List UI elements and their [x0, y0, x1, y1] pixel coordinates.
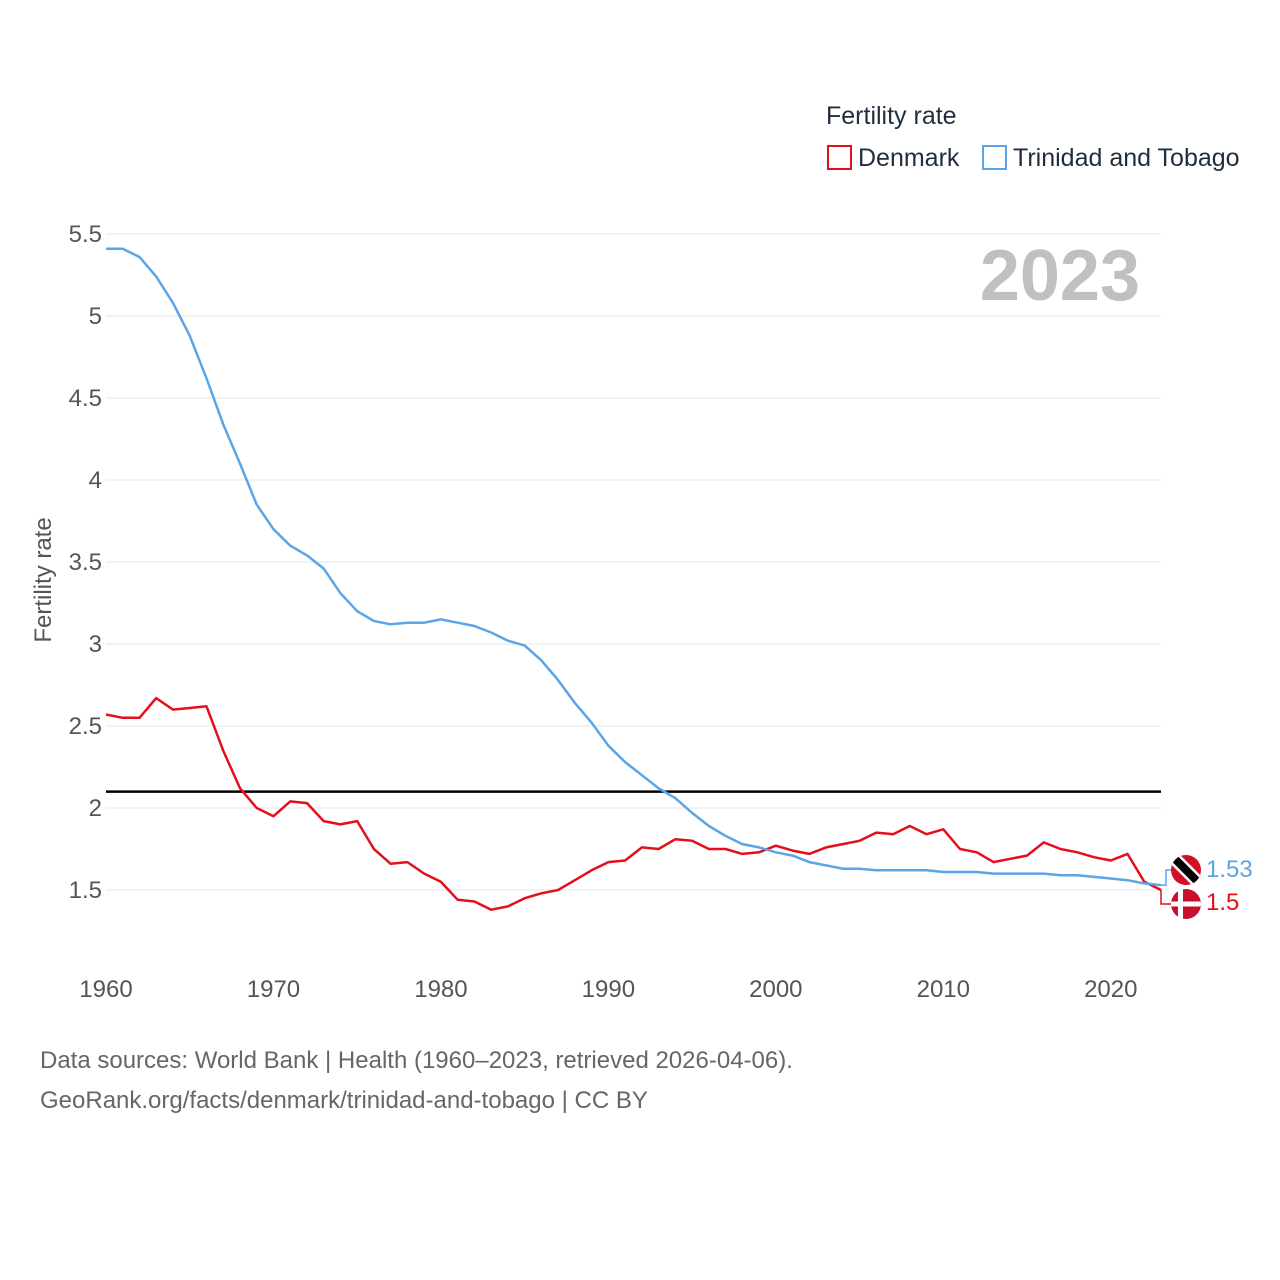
- denmark-end-value: 1.5: [1206, 889, 1239, 916]
- source-line-2[interactable]: GeoRank.org/facts/denmark/trinidad-and-t…: [40, 1087, 648, 1114]
- x-tick-label: 2020: [1084, 976, 1137, 1003]
- y-tick-label: 5.5: [69, 221, 102, 248]
- trinidad-end-value: 1.53: [1206, 856, 1253, 883]
- end-markers: 1.53 1.5: [1160, 855, 1253, 919]
- x-tick-label: 2010: [917, 976, 970, 1003]
- legend-label-denmark[interactable]: Denmark: [858, 144, 960, 172]
- legend-label-trinidad[interactable]: Trinidad and Tobago: [1013, 144, 1240, 172]
- x-tick-label: 1980: [414, 976, 467, 1003]
- y-tick-label: 4.5: [69, 385, 102, 412]
- series-line-denmark[interactable]: [105, 696, 1162, 911]
- legend: Fertility rate Denmark Trinidad and Toba…: [826, 102, 1240, 172]
- x-axis-ticks: 1960 1970 1980 1990 2000 2010 2020: [79, 976, 1137, 1003]
- legend-title: Fertility rate: [826, 102, 957, 130]
- x-tick-label: 1960: [79, 976, 132, 1003]
- x-tick-label: 2000: [749, 976, 802, 1003]
- y-tick-label: 4: [89, 467, 102, 494]
- trinidad-end-connector: [1161, 869, 1172, 886]
- y-axis-ticks: 1.5 2 2.5 3 3.5 4 4.5 5 5.5: [69, 221, 102, 904]
- y-tick-label: 5: [89, 303, 102, 330]
- x-tick-label: 1970: [247, 976, 300, 1003]
- y-tick-label: 1.5: [69, 877, 102, 904]
- x-tick-label: 1990: [582, 976, 635, 1003]
- y-tick-label: 3: [89, 631, 102, 658]
- series-group: [105, 247, 1162, 911]
- y-tick-label: 3.5: [69, 549, 102, 576]
- y-tick-label: 2: [89, 795, 102, 822]
- legend-swatch-denmark[interactable]: [827, 145, 852, 170]
- denmark-flag-icon: [1171, 889, 1201, 919]
- series-line-trinidad[interactable]: [106, 247, 1162, 887]
- source-line-1: Data sources: World Bank | Health (1960–…: [40, 1047, 793, 1074]
- year-display: 2023: [980, 236, 1140, 316]
- denmark-end-connector: [1160, 890, 1172, 905]
- y-tick-label: 2.5: [69, 713, 102, 740]
- trinidad-flag-icon: [1171, 855, 1201, 885]
- legend-swatch-trinidad[interactable]: [982, 145, 1007, 170]
- y-axis-label: Fertility rate: [30, 517, 57, 642]
